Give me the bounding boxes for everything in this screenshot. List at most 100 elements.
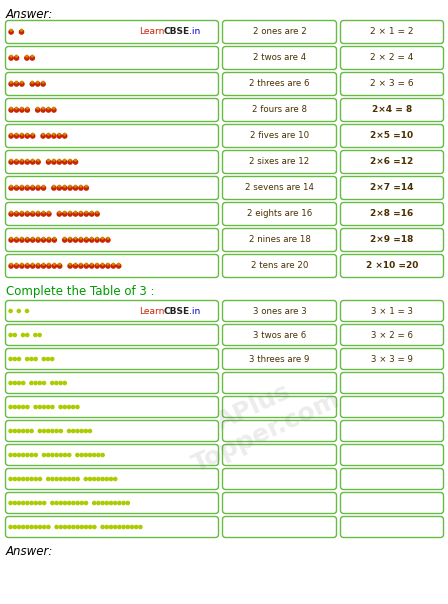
Circle shape bbox=[30, 429, 33, 432]
Circle shape bbox=[80, 185, 82, 187]
Circle shape bbox=[32, 159, 34, 161]
Circle shape bbox=[84, 238, 88, 242]
Circle shape bbox=[20, 212, 24, 216]
Circle shape bbox=[59, 263, 60, 265]
Circle shape bbox=[95, 238, 99, 242]
Circle shape bbox=[47, 358, 50, 361]
Circle shape bbox=[16, 211, 17, 213]
Circle shape bbox=[52, 186, 56, 190]
Circle shape bbox=[17, 477, 21, 481]
Circle shape bbox=[79, 186, 83, 190]
Circle shape bbox=[26, 405, 29, 408]
Circle shape bbox=[14, 264, 19, 268]
Text: Complete the Table of 3 :: Complete the Table of 3 : bbox=[6, 285, 155, 298]
FancyBboxPatch shape bbox=[5, 72, 219, 95]
FancyBboxPatch shape bbox=[340, 373, 444, 393]
Circle shape bbox=[22, 454, 25, 457]
Circle shape bbox=[30, 56, 34, 60]
Circle shape bbox=[13, 429, 17, 432]
Circle shape bbox=[47, 477, 50, 481]
Circle shape bbox=[36, 212, 40, 216]
FancyBboxPatch shape bbox=[223, 176, 336, 199]
Circle shape bbox=[73, 160, 78, 164]
Circle shape bbox=[64, 159, 65, 161]
Circle shape bbox=[9, 501, 12, 504]
Circle shape bbox=[43, 211, 44, 213]
Circle shape bbox=[31, 56, 33, 57]
Circle shape bbox=[64, 211, 65, 213]
Circle shape bbox=[139, 525, 142, 528]
Circle shape bbox=[102, 263, 103, 265]
Circle shape bbox=[84, 212, 88, 216]
Circle shape bbox=[58, 133, 60, 135]
Circle shape bbox=[30, 212, 35, 216]
Circle shape bbox=[16, 133, 17, 135]
Circle shape bbox=[32, 185, 34, 187]
Circle shape bbox=[96, 263, 98, 265]
Circle shape bbox=[76, 477, 79, 481]
Circle shape bbox=[26, 237, 28, 239]
Circle shape bbox=[17, 501, 21, 504]
Circle shape bbox=[14, 238, 19, 242]
Circle shape bbox=[17, 429, 21, 432]
Circle shape bbox=[19, 30, 24, 34]
Circle shape bbox=[35, 108, 40, 112]
Circle shape bbox=[22, 525, 25, 528]
Circle shape bbox=[91, 211, 93, 213]
FancyBboxPatch shape bbox=[223, 445, 336, 466]
Circle shape bbox=[16, 82, 17, 83]
Circle shape bbox=[10, 185, 12, 187]
Text: 2×6 =12: 2×6 =12 bbox=[370, 158, 414, 167]
Circle shape bbox=[72, 525, 75, 528]
Circle shape bbox=[55, 477, 58, 481]
Circle shape bbox=[75, 211, 77, 213]
Circle shape bbox=[69, 159, 71, 161]
Circle shape bbox=[10, 30, 12, 31]
Circle shape bbox=[53, 263, 55, 265]
Text: .in: .in bbox=[189, 306, 200, 315]
Circle shape bbox=[95, 212, 99, 216]
Circle shape bbox=[13, 358, 17, 361]
Circle shape bbox=[69, 185, 71, 187]
Circle shape bbox=[30, 134, 35, 138]
Circle shape bbox=[9, 309, 12, 313]
Circle shape bbox=[47, 159, 49, 161]
FancyBboxPatch shape bbox=[223, 349, 336, 370]
Circle shape bbox=[109, 501, 112, 504]
Circle shape bbox=[79, 238, 83, 242]
Circle shape bbox=[72, 477, 75, 481]
Circle shape bbox=[30, 454, 33, 457]
Text: 2 × 1 = 2: 2 × 1 = 2 bbox=[370, 28, 414, 36]
Circle shape bbox=[38, 429, 41, 432]
Circle shape bbox=[9, 212, 13, 216]
Circle shape bbox=[25, 56, 29, 60]
Circle shape bbox=[22, 333, 25, 336]
Circle shape bbox=[34, 381, 37, 385]
FancyBboxPatch shape bbox=[5, 47, 219, 69]
Circle shape bbox=[10, 108, 12, 109]
Circle shape bbox=[47, 133, 49, 135]
Circle shape bbox=[106, 238, 110, 242]
FancyBboxPatch shape bbox=[223, 72, 336, 95]
Circle shape bbox=[9, 454, 12, 457]
Circle shape bbox=[14, 82, 19, 86]
Circle shape bbox=[109, 525, 112, 528]
Circle shape bbox=[105, 477, 108, 481]
Circle shape bbox=[9, 56, 13, 60]
Circle shape bbox=[41, 186, 46, 190]
Circle shape bbox=[64, 454, 67, 457]
Circle shape bbox=[93, 477, 96, 481]
Circle shape bbox=[41, 108, 45, 112]
Circle shape bbox=[30, 358, 33, 361]
Text: .in: .in bbox=[189, 28, 200, 36]
FancyBboxPatch shape bbox=[5, 469, 219, 489]
FancyBboxPatch shape bbox=[340, 492, 444, 513]
Circle shape bbox=[80, 211, 82, 213]
Circle shape bbox=[80, 237, 82, 239]
Circle shape bbox=[68, 477, 71, 481]
Circle shape bbox=[130, 525, 134, 528]
Circle shape bbox=[21, 82, 23, 83]
Circle shape bbox=[105, 525, 108, 528]
Circle shape bbox=[72, 405, 75, 408]
Circle shape bbox=[37, 263, 39, 265]
